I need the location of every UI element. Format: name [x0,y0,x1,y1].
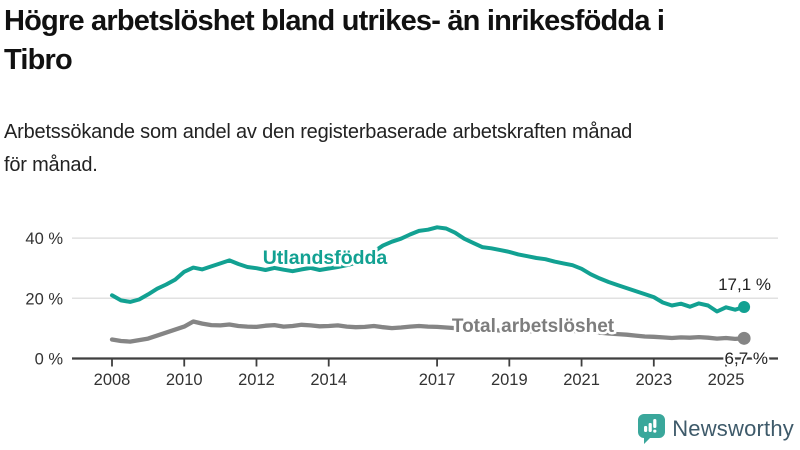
series-label-utlandsfodda: Utlandsfödda [263,247,388,269]
y-axis-label-0: 0 % [35,351,64,369]
x-axis-label-2025: 2025 [708,371,745,389]
x-axis-label-2014: 2014 [310,371,347,389]
end-value-utlandsfodda: 17,1 % [718,275,771,294]
exclamation-bar [653,419,657,428]
x-axis-label-2023: 2023 [635,371,672,389]
bar-2 [648,423,652,432]
chart-subtitle: Arbetssökande som andel av den registerb… [4,116,794,182]
newsworthy-wordmark: Newsworthy [672,416,794,441]
series-label-total: Total arbetslöshet [452,316,615,337]
chart-subtitle-line1: Arbetssökande som andel av den registerb… [4,121,633,143]
end-dot-total [737,331,751,345]
end-value-total: 6,7 % [725,349,768,368]
x-axis-label-2010: 2010 [166,371,203,389]
x-axis-label-2017: 2017 [419,371,456,389]
series-line-utlandsfodda [110,225,747,314]
x-axis-label-2019: 2019 [491,371,528,389]
chart-title-line1: Högre arbetslöshet bland utrikes- än inr… [4,5,665,37]
newsworthy-logo: Newsworthy [638,413,794,445]
x-axis-label-2021: 2021 [563,371,600,389]
chart-title-line2: Tibro [4,44,73,76]
x-axis-label-2012: 2012 [238,371,275,389]
y-axis-label-40: 40 % [25,230,63,248]
bar-1 [644,426,648,432]
chart-subtitle-line2: för månad. [4,154,98,176]
newsworthy-icon [638,414,666,444]
end-dot-utlandsfodda [738,301,751,314]
series-line-total [109,319,747,344]
y-axis-label-20: 20 % [25,290,63,308]
exclamation-dot [653,429,657,433]
x-axis-label-2008: 2008 [94,371,131,389]
chart-title: Högre arbetslöshet bland utrikes- än inr… [4,2,800,80]
